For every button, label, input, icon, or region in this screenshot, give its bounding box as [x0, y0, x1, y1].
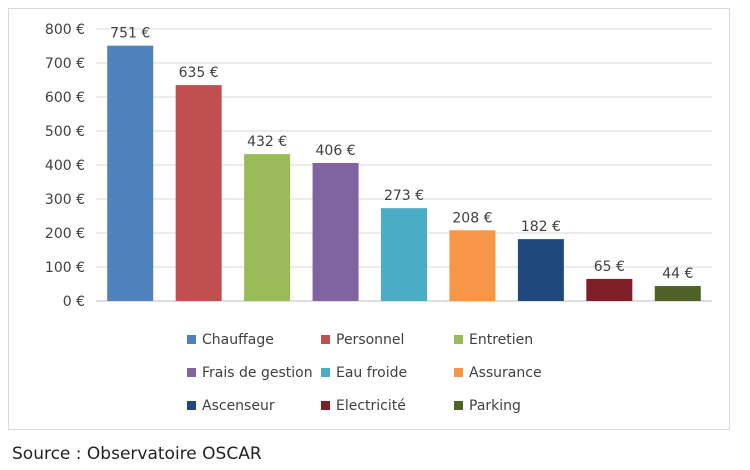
legend-swatch — [454, 401, 463, 410]
legend-swatch — [187, 335, 196, 344]
y-tick-label: 300 € — [45, 192, 85, 208]
data-label: 65 € — [594, 259, 625, 275]
legend-swatch — [187, 401, 196, 410]
y-tick-label: 0 € — [63, 294, 85, 310]
legend-label: Entretien — [469, 332, 533, 348]
legend-swatch — [321, 401, 330, 410]
legend-swatch — [454, 368, 463, 377]
data-label: 44 € — [662, 266, 693, 282]
data-label: 432 € — [247, 134, 287, 150]
legend-label: Assurance — [469, 365, 542, 381]
legend-label: Eau froide — [336, 365, 407, 381]
data-label: 751 € — [110, 26, 150, 42]
legend-label: Parking — [469, 398, 521, 414]
bar-entretien — [244, 154, 291, 301]
legend-label: Electricité — [336, 398, 406, 414]
legend-swatch — [187, 368, 196, 377]
bar-assurance — [449, 230, 496, 301]
data-label: 182 € — [521, 219, 561, 235]
legend-swatch — [321, 368, 330, 377]
y-tick-label: 600 € — [45, 90, 85, 106]
legend-label: Personnel — [336, 332, 404, 348]
legend-swatch — [321, 335, 330, 344]
y-tick-label: 700 € — [45, 56, 85, 72]
y-tick-label: 200 € — [45, 226, 85, 242]
bar-eau-froide — [381, 208, 427, 301]
chart-frame: 0 € 100 € 200 € 300 € 400 € 500 € 600 € 700 € 80… — [8, 8, 730, 430]
legend-label: Frais de gestion — [202, 365, 313, 381]
data-label: 273 € — [384, 188, 424, 204]
bar-chauffage — [107, 45, 154, 301]
bar-frais-de-gestion — [312, 162, 359, 301]
bar-personnel — [175, 85, 222, 301]
data-label: 208 € — [452, 210, 492, 226]
source-caption: Source : Observatoire OSCAR — [12, 444, 262, 464]
bar-electricit- — [586, 278, 633, 301]
data-label: 635 € — [179, 65, 219, 81]
bar-ascenseur — [517, 239, 564, 301]
legend-label: Ascenseur — [202, 398, 275, 414]
y-tick-label: 500 € — [45, 124, 85, 140]
legend-label: Chauffage — [202, 332, 274, 348]
y-tick-label: 100 € — [45, 260, 85, 276]
legend-swatch — [454, 335, 463, 344]
bar-chart: 0 € 100 € 200 € 300 € 400 € 500 € 600 € 700 € 80… — [45, 22, 712, 414]
y-tick-label: 800 € — [45, 22, 85, 38]
bar-parking — [654, 286, 701, 301]
data-label: 406 € — [316, 143, 356, 159]
y-tick-label: 400 € — [45, 158, 85, 174]
